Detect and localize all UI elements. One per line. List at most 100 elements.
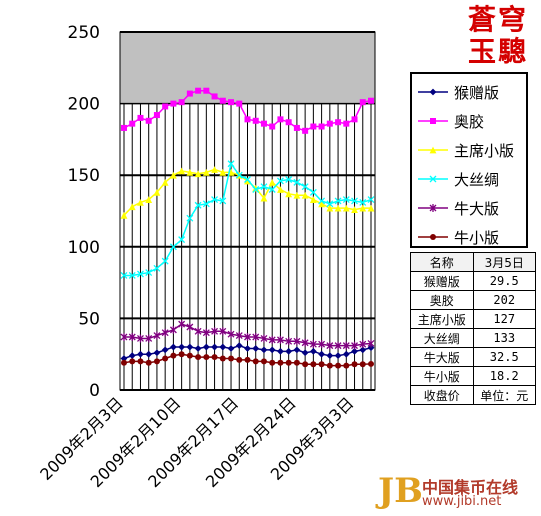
legend-key-icon — [418, 146, 448, 154]
data-point — [161, 328, 169, 337]
data-point — [194, 201, 202, 209]
data-point — [276, 177, 284, 185]
data-point — [128, 271, 136, 279]
data-point — [162, 103, 169, 110]
data-point — [342, 196, 350, 204]
data-point — [342, 341, 350, 350]
data-point — [228, 99, 235, 106]
data-point — [145, 334, 153, 343]
data-point — [252, 345, 260, 352]
data-point — [276, 335, 284, 344]
data-point — [301, 349, 309, 357]
data-point — [120, 355, 128, 362]
data-point — [169, 325, 177, 334]
data-point — [260, 346, 268, 354]
table-header-row: 名称 3月5日 — [410, 252, 536, 272]
data-point — [162, 355, 169, 362]
series-3 — [120, 160, 375, 279]
data-point — [318, 340, 326, 349]
data-point — [334, 341, 342, 350]
legend-key-icon — [418, 204, 448, 212]
data-point — [359, 204, 367, 212]
y-tick-label: 100 — [68, 238, 100, 258]
data-point — [351, 347, 358, 355]
data-point — [178, 320, 186, 329]
data-point — [252, 358, 259, 365]
data-point — [235, 171, 243, 179]
data-point — [269, 359, 276, 366]
data-point — [260, 183, 268, 191]
data-point — [326, 352, 334, 360]
table-row: 奥胶 202 — [410, 290, 536, 310]
data-point — [219, 343, 227, 351]
data-point — [326, 362, 333, 369]
legend-label: 猴赠版 — [454, 83, 500, 102]
data-point — [178, 343, 186, 351]
data-point — [202, 343, 210, 351]
table-footer-row: 收盘价 单位：元 — [410, 385, 536, 405]
data-point — [128, 203, 136, 211]
y-tick-label: 0 — [89, 381, 100, 401]
data-point — [145, 350, 153, 358]
data-point — [219, 168, 227, 176]
series-4 — [120, 320, 375, 350]
data-point — [268, 335, 276, 344]
brand-line-1: 蒼穹 — [467, 3, 528, 36]
data-point — [302, 127, 309, 134]
y-tick-label: 150 — [68, 166, 100, 186]
table-cell-name: 大丝绸 — [410, 328, 474, 348]
data-point — [153, 264, 161, 272]
data-point — [335, 362, 342, 369]
data-point — [260, 334, 268, 343]
chart-legend: 猴赠版 奥胶 主席小版 大丝绸 牛大版 牛小版 — [410, 72, 528, 248]
data-point — [244, 356, 251, 363]
data-point — [367, 344, 375, 352]
data-point — [235, 342, 243, 350]
series-2 — [120, 166, 375, 219]
legend-item: 主席小版 — [416, 140, 514, 160]
data-point — [302, 361, 309, 368]
data-point — [309, 196, 317, 203]
table-cell-value: 29.5 — [472, 271, 536, 291]
data-point — [260, 120, 267, 127]
data-point — [244, 176, 251, 183]
data-point — [121, 124, 127, 131]
data-point — [145, 117, 152, 124]
data-point — [203, 87, 210, 94]
data-point — [137, 114, 144, 121]
data-point — [252, 333, 260, 342]
data-point — [178, 99, 185, 106]
data-point — [301, 191, 309, 199]
data-point — [219, 197, 227, 205]
data-point — [318, 350, 325, 358]
data-point — [326, 200, 334, 208]
data-point — [334, 352, 342, 360]
legend-label: 牛大版 — [454, 199, 500, 218]
table-row: 牛大版 32.5 — [410, 347, 536, 367]
data-point — [137, 270, 144, 278]
legend-key-icon — [418, 88, 448, 96]
data-point — [367, 196, 375, 204]
data-point — [236, 100, 243, 107]
data-point — [211, 343, 218, 351]
watermark-url: www.jibi.net — [422, 494, 502, 509]
table-cell-name: 猴赠版 — [410, 271, 474, 291]
data-point — [235, 331, 243, 340]
data-point — [342, 204, 350, 212]
table-row: 大丝绸 133 — [410, 328, 536, 348]
data-point — [318, 200, 325, 208]
table-row: 牛小版 18.2 — [410, 366, 536, 386]
price-table: 名称 3月5日 猴赠版 29.5 奥胶 202 主席小版 127 大丝绸 133… — [410, 252, 536, 405]
data-point — [301, 338, 309, 347]
data-point — [260, 358, 267, 365]
data-point — [285, 176, 293, 183]
data-point — [293, 359, 300, 366]
data-point — [211, 196, 219, 204]
data-point — [178, 351, 185, 358]
data-point — [161, 178, 169, 186]
data-point — [351, 206, 358, 213]
data-point — [202, 168, 210, 176]
watermark: JB 中国集币在线 www.jibi.net — [378, 470, 538, 514]
data-point — [120, 211, 128, 219]
